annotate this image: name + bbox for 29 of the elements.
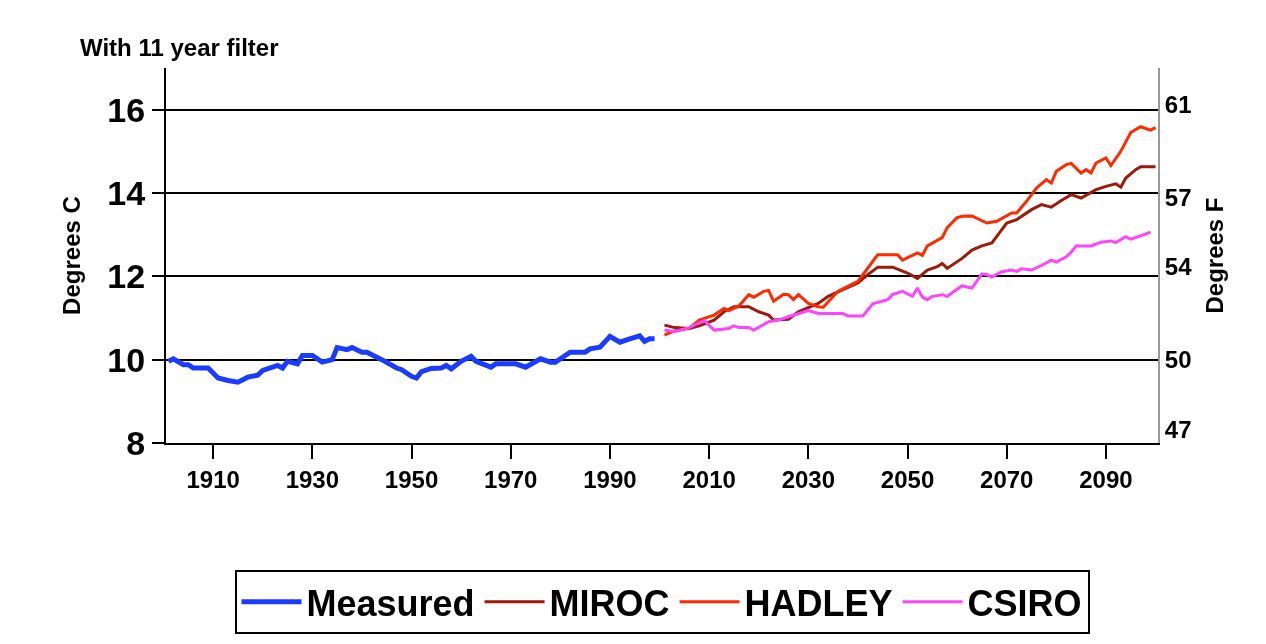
y2-tick-label: 47 (1164, 415, 1192, 443)
x-tick-label: 2090 (1079, 465, 1133, 493)
x-tick-label: 2050 (880, 465, 935, 493)
y-tick-label: 8 (126, 423, 146, 462)
line-series (662, 230, 1153, 334)
x-tick-label: 1910 (186, 465, 240, 493)
y2-axis-title: Degrees F (1200, 197, 1228, 314)
y-tick-label: 10 (107, 340, 146, 379)
x-tick-label: 1990 (583, 465, 637, 493)
x-tick-label: 1950 (384, 465, 439, 493)
x-tick-label: 2030 (781, 465, 836, 493)
y-axis-title: Degrees C (57, 196, 85, 315)
legend-label: MIROC (549, 582, 670, 624)
y2-tick-label: 54 (1164, 253, 1193, 281)
x-tick-label: 1930 (285, 465, 340, 493)
chart-title: With 11 year filter (80, 34, 279, 62)
x-tick-label: 2070 (980, 465, 1034, 493)
x-tick-label: 2010 (682, 465, 736, 493)
y2-tick-label: 57 (1164, 184, 1192, 212)
y-tick-label: 16 (107, 90, 146, 129)
legend-label: CSIRO (967, 582, 1082, 624)
y2-tick-label: 61 (1164, 91, 1192, 119)
legend-label: HADLEY (744, 582, 893, 624)
y-tick-label: 12 (107, 257, 146, 296)
y2-tick-label: 50 (1164, 346, 1192, 374)
line-series (662, 125, 1158, 337)
y-tick-label: 14 (107, 173, 146, 212)
legend-label: Measured (306, 582, 475, 624)
x-tick-label: 1970 (484, 465, 538, 493)
